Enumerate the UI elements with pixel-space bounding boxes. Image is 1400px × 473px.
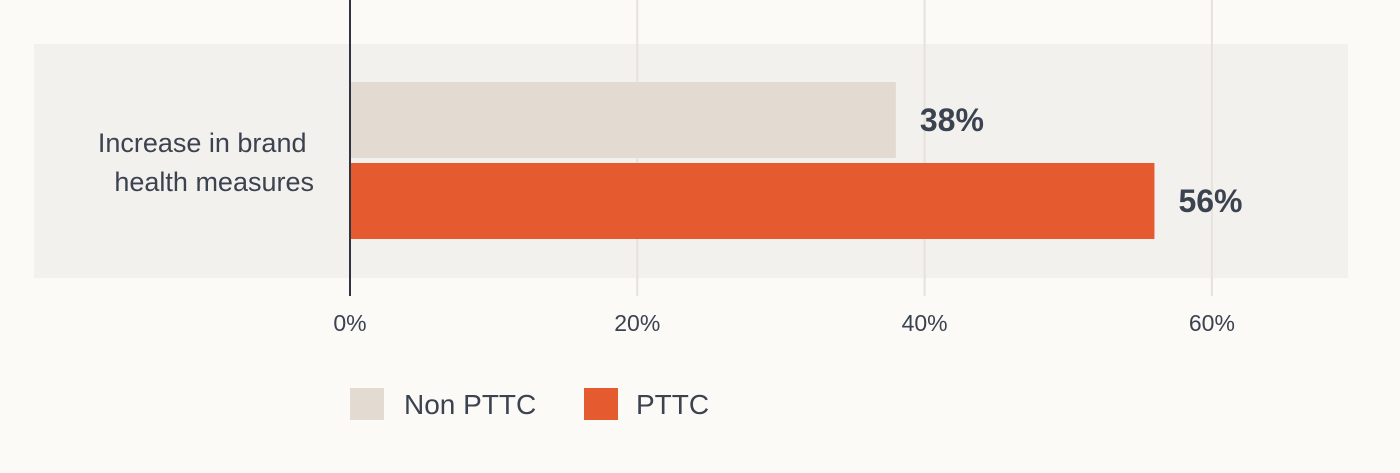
category-band xyxy=(34,44,1348,278)
category-label-line-2: health measures xyxy=(114,167,314,197)
legend-swatch-non-pttc xyxy=(350,388,384,420)
data-label-non-pttc: 38% xyxy=(920,102,984,138)
legend-label-non-pttc: Non PTTC xyxy=(404,389,536,420)
data-labels: 38% 56% xyxy=(920,102,1243,219)
bars xyxy=(350,82,1155,239)
bar-non-pttc xyxy=(350,82,896,158)
legend: Non PTTC PTTC xyxy=(350,388,709,420)
legend-label-pttc: PTTC xyxy=(636,389,709,420)
legend-swatch-pttc xyxy=(584,388,618,420)
x-tick-label: 40% xyxy=(902,310,948,336)
data-label-pttc: 56% xyxy=(1178,183,1242,219)
x-tick-label: 0% xyxy=(333,310,366,336)
x-tick-label: 60% xyxy=(1189,310,1235,336)
category-label-line-1: Increase in brand xyxy=(98,128,307,158)
x-axis-ticks: 0% 20% 40% 60% xyxy=(333,310,1235,336)
bar-pttc xyxy=(350,163,1155,239)
x-tick-label: 20% xyxy=(614,310,660,336)
category-label: Increase in brand health measures xyxy=(98,128,314,197)
